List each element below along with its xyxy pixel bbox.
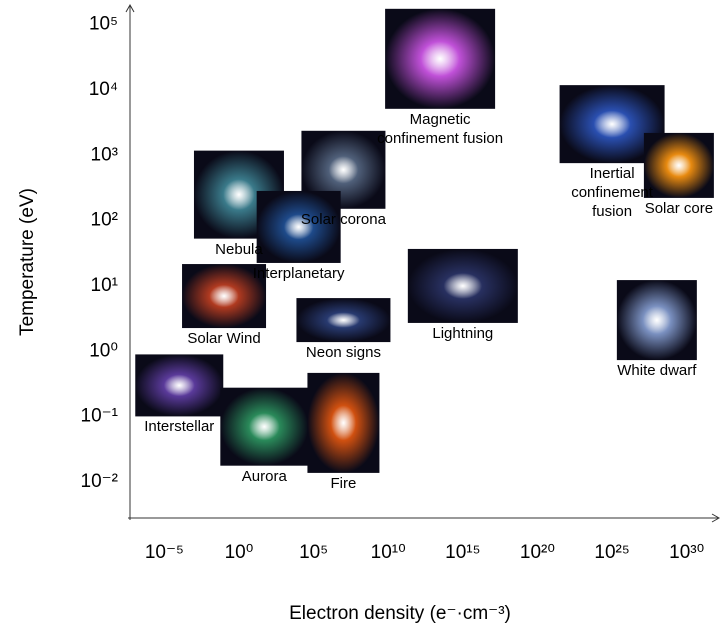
y-tick-label: 10⁵ — [89, 14, 118, 35]
point-label: Interplanetary — [252, 264, 345, 282]
point-label: Solar corona — [300, 210, 386, 228]
point-label: Fire — [330, 474, 357, 492]
point-label: Nebula — [215, 240, 263, 258]
point-label: Neon signs — [305, 344, 381, 362]
y-tick-label: 10⁻¹ — [81, 406, 119, 427]
y-tick-label: 10³ — [91, 144, 118, 165]
x-tick-label: 10²⁵ — [594, 542, 629, 563]
point-label: Interstellar — [144, 418, 215, 436]
point-label: Solar Wind — [187, 330, 261, 348]
point-image — [182, 264, 267, 329]
point-image — [643, 132, 714, 198]
point-image — [385, 8, 496, 109]
point-label: Aurora — [241, 467, 287, 485]
x-tick-label: 10³⁰ — [669, 542, 704, 563]
y-arrow — [125, 3, 135, 13]
point-image — [307, 372, 380, 473]
y-tick-label: 10² — [91, 210, 118, 231]
y-tick-label: 10⁴ — [89, 79, 118, 100]
x-tick-label: 10¹⁰ — [371, 542, 406, 563]
point-image — [407, 248, 518, 323]
y-tick-label: 10⁰ — [89, 340, 118, 361]
point-label: Magnetic confinement fusion — [377, 110, 504, 147]
point-image — [256, 190, 341, 263]
x-tick-label: 10⁻⁵ — [145, 542, 184, 563]
y-tick-label: 10¹ — [91, 275, 118, 296]
point-label: Lightning — [432, 324, 494, 342]
point-image — [135, 354, 224, 417]
y-axis-title: Temperature (eV) — [17, 188, 38, 336]
point-label: White dwarf — [617, 362, 697, 380]
y-tick-label: 10⁻² — [81, 471, 119, 492]
point-image — [616, 280, 697, 361]
point-image — [220, 387, 309, 466]
point-label: Solar core — [644, 199, 714, 217]
x-tick-label: 10⁰ — [225, 542, 254, 563]
x-tick-label: 10²⁰ — [520, 542, 555, 563]
x-arrow — [711, 513, 721, 523]
point-label: Inertial confinement fusion — [571, 165, 653, 221]
x-axis-title: Electron density (e⁻·cm⁻³) — [289, 603, 511, 624]
point-image — [296, 298, 391, 343]
x-tick-label: 10⁵ — [299, 542, 328, 563]
x-tick-label: 10¹⁵ — [445, 542, 480, 563]
